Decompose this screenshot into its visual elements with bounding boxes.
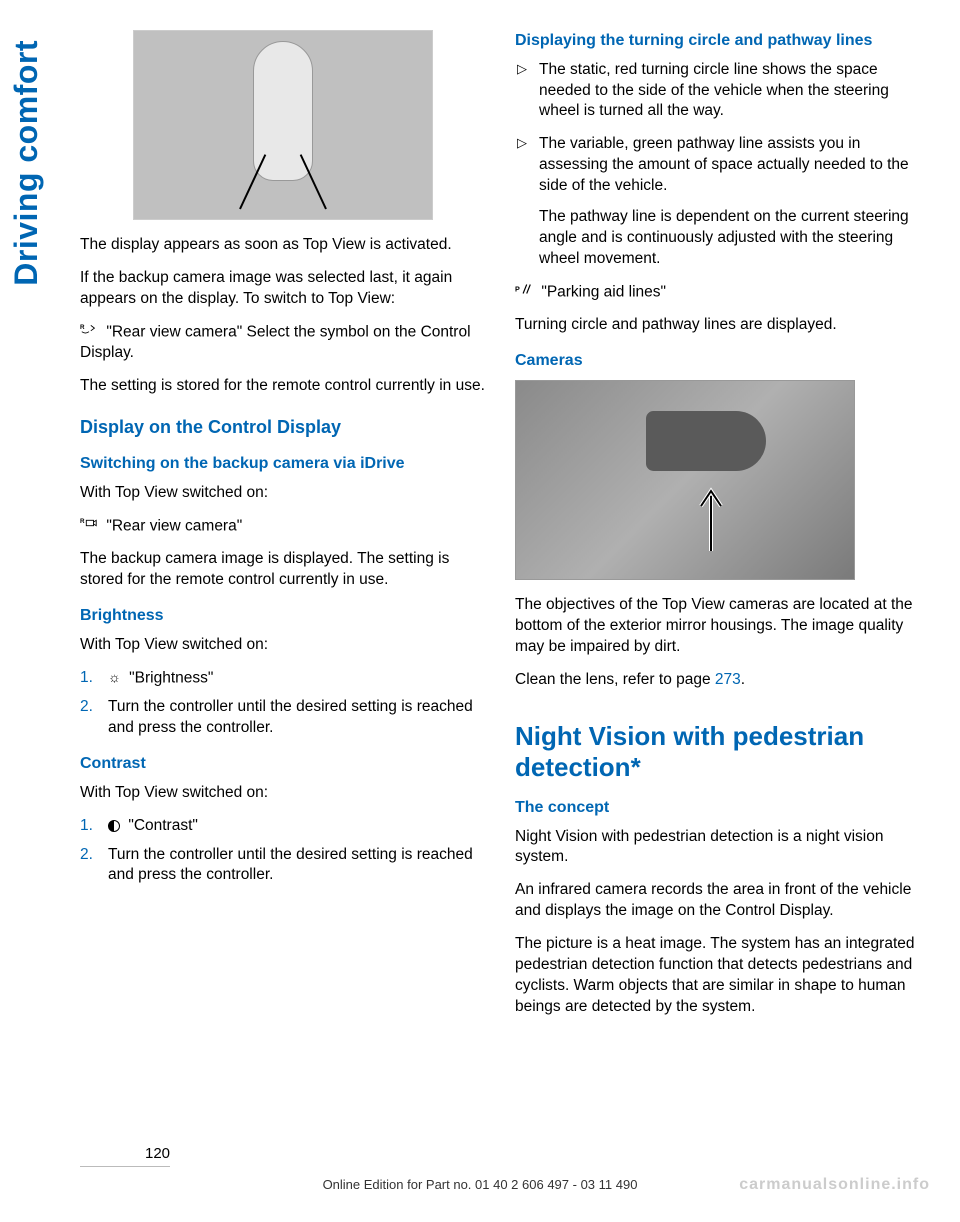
icon-label-text: "Rear view camera" Select the symbol on … (80, 323, 471, 361)
subheading: Contrast (80, 753, 485, 775)
section-tab: Driving comfort (0, 30, 53, 296)
subheading: Switching on the backup camera via iDriv… (80, 453, 485, 475)
rear-camera-icon-line: R "Rear view camera" (80, 516, 485, 537)
list-item-text: "Brightness" (129, 669, 213, 686)
list-number: 1. (80, 668, 93, 689)
paragraph: The objectives of the Top View cameras a… (515, 595, 920, 658)
list-item: The variable, green pathway line assists… (515, 134, 920, 270)
arrow-up-icon (696, 481, 726, 561)
paragraph: The backup camera image is displayed. Th… (80, 549, 485, 591)
watermark: carmanualsonline.info (739, 1176, 930, 1194)
subheading: Brightness (80, 605, 485, 627)
heading: Display on the Control Display (80, 415, 485, 439)
list-item: The static, red turning circle line show… (515, 60, 920, 123)
list-item-text: The variable, green pathway line assists… (539, 135, 909, 194)
paragraph: Turning circle and pathway lines are dis… (515, 315, 920, 336)
svg-text:R: R (80, 324, 85, 331)
page-number-rule (80, 1166, 170, 1167)
svg-text:P: P (515, 285, 520, 294)
numbered-list: 1. "Contrast" 2. Turn the controller unt… (80, 816, 485, 887)
list-item: 2. Turn the controller until the desired… (80, 697, 485, 739)
text-pre: Clean the lens, refer to page (515, 671, 715, 688)
page-content: The display appears as soon as Top View … (0, 0, 960, 1030)
list-item: 1. "Brightness" (80, 668, 485, 689)
page-number: 120 (145, 1145, 170, 1162)
subheading: Displaying the turning circle and pathwa… (515, 30, 920, 52)
paragraph: The display appears as soon as Top View … (80, 235, 485, 256)
icon-label-text: "Rear view camera" (106, 517, 242, 534)
list-item-text: Turn the controller until the desired se… (108, 698, 473, 736)
list-item-text: "Contrast" (128, 817, 198, 834)
paragraph: With Top View switched on: (80, 635, 485, 656)
section-heading: Night Vision with pedestrian detection* (515, 721, 920, 783)
paragraph: With Top View switched on: (80, 783, 485, 804)
numbered-list: 1. "Brightness" 2. Turn the controller u… (80, 668, 485, 739)
list-number: 2. (80, 845, 93, 866)
parking-aid-icon-line: P "Parking aid lines" (515, 282, 920, 303)
svg-text:R: R (80, 518, 85, 525)
parking-lines-icon: P (515, 282, 533, 303)
left-column: The display appears as soon as Top View … (80, 30, 485, 1030)
paragraph: Clean the lens, refer to page 273. (515, 670, 920, 691)
rear-camera-icon-line: R "Rear view camera" Select the symbol o… (80, 322, 485, 364)
brightness-icon (108, 668, 121, 689)
top-view-illustration (133, 30, 433, 220)
list-item-text: Turn the controller until the desired se… (108, 846, 473, 884)
page-reference-link[interactable]: 273 (715, 671, 741, 688)
camera-icon: R (80, 516, 98, 537)
icon-label-text: "Parking aid lines" (541, 283, 666, 300)
list-item: 2. Turn the controller until the desired… (80, 845, 485, 887)
paragraph: With Top View switched on: (80, 483, 485, 504)
list-item: 1. "Contrast" (80, 816, 485, 837)
contrast-icon (108, 820, 120, 832)
list-number: 1. (80, 816, 93, 837)
paragraph: The setting is stored for the remote con… (80, 376, 485, 397)
paragraph: The picture is a heat image. The system … (515, 934, 920, 1018)
paragraph: Night Vision with pedestrian detection i… (515, 827, 920, 869)
paragraph: An infrared camera records the area in f… (515, 880, 920, 922)
rear-view-camera-icon: R (80, 322, 98, 343)
right-column: Displaying the turning circle and pathwa… (515, 30, 920, 1030)
paragraph: If the backup camera image was selected … (80, 268, 485, 310)
camera-illustration (515, 380, 855, 580)
text-post: . (741, 671, 745, 688)
list-item-sub: The pathway line is dependent on the cur… (539, 207, 920, 270)
list-number: 2. (80, 697, 93, 718)
subheading: Cameras (515, 350, 920, 372)
bullet-list: The static, red turning circle line show… (515, 60, 920, 270)
subheading: The concept (515, 797, 920, 819)
